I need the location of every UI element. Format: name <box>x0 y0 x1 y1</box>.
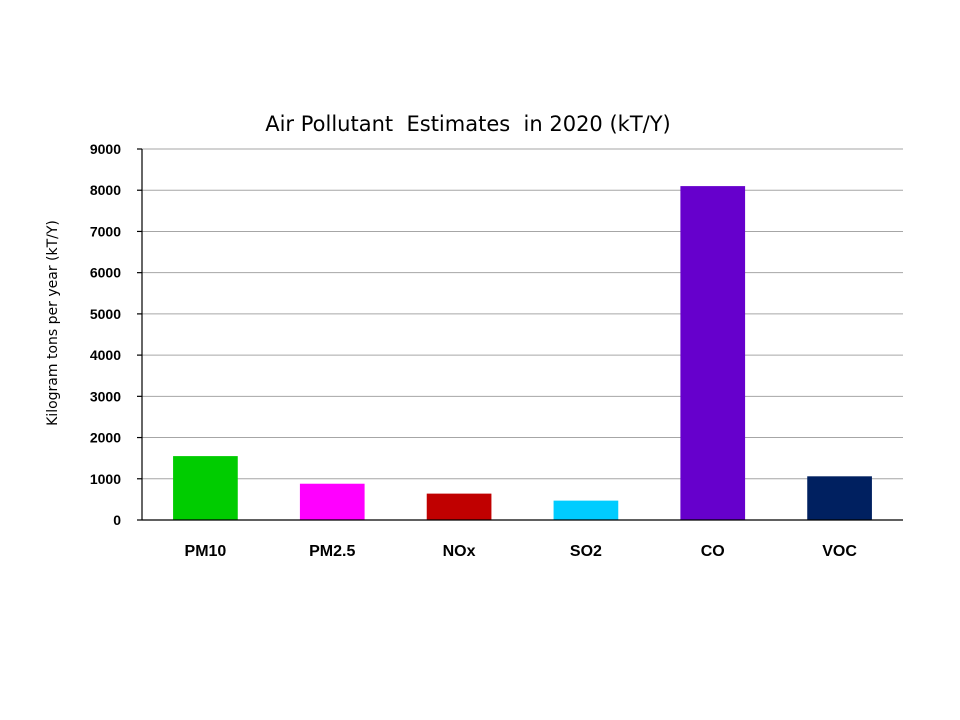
x-tick-label: PM2.5 <box>309 543 355 560</box>
y-tick-label: 7000 <box>90 223 121 239</box>
x-tick-label: SO2 <box>570 543 602 560</box>
bar <box>807 476 872 520</box>
y-tick-label: 3000 <box>90 388 121 404</box>
x-tick-label: VOC <box>822 543 857 560</box>
y-tick-label: 5000 <box>90 306 121 322</box>
bar <box>173 456 238 520</box>
axis-labels: 0 1000 2000 3000 4000 5000 6000 7000 8000 9000 PM1… <box>90 141 858 560</box>
gridlines <box>142 148 903 480</box>
x-tick-label: CO <box>701 543 725 560</box>
bar <box>553 500 619 520</box>
bar <box>426 493 492 520</box>
y-tick-label: 1000 <box>90 471 121 487</box>
y-tick-label: 0 <box>113 512 121 528</box>
y-tick-label: 8000 <box>90 182 121 198</box>
axes <box>137 148 903 521</box>
x-tick-label: NOx <box>443 543 476 560</box>
y-axis-label: Kilogram tons per year (kT/Y) <box>45 220 61 426</box>
y-tick-label: 4000 <box>90 347 121 363</box>
y-tick-label: 2000 <box>90 430 121 446</box>
bars <box>173 186 872 520</box>
x-tick-label: PM10 <box>185 543 227 560</box>
bar <box>680 186 746 520</box>
y-tick-label: 9000 <box>90 141 121 157</box>
bar <box>299 483 365 520</box>
chart-title: Air Pollutant Estimates in 2020 (kT/Y) <box>265 112 671 136</box>
y-tick-label: 6000 <box>90 265 121 281</box>
